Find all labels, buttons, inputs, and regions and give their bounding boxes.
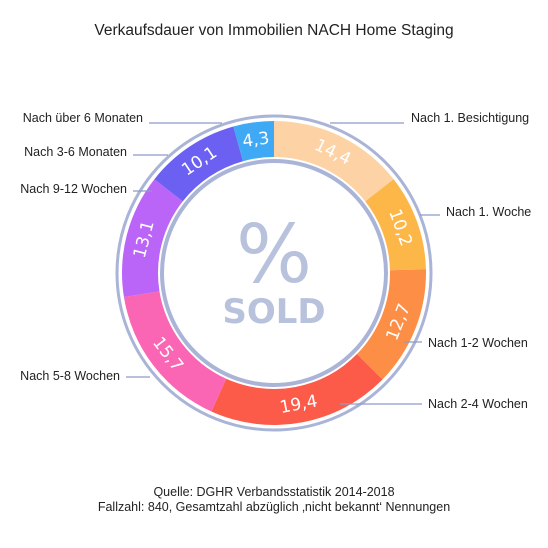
category-label: Nach 1. Woche <box>446 205 531 219</box>
slice-nach-ber-6-monaten <box>233 121 274 162</box>
category-label: Nach 1-2 Wochen <box>428 336 528 350</box>
slice-nach-3-6-monaten <box>154 126 244 202</box>
category-label: Nach über 6 Monaten <box>23 111 143 125</box>
slice-nach-2-4-wochen <box>211 354 383 426</box>
chart-title: Verkaufsdauer von Immobilien NACH Home S… <box>94 22 454 39</box>
center-percent-symbol: % <box>236 208 312 301</box>
category-label: Nach 1. Besichtigung <box>411 111 529 125</box>
slice-nach-9-12-wochen <box>121 179 183 298</box>
sample-size-line: Fallzahl: 840, Gesamtzahl abzüglich ‚nic… <box>97 500 451 514</box>
slice-nach-5-8-wochen <box>123 291 227 412</box>
category-label: Nach 5-8 Wochen <box>20 369 120 383</box>
slice-nach-1-woche <box>365 179 426 271</box>
outer-ring <box>115 114 433 432</box>
inner-ring <box>160 159 388 387</box>
center-sold-text: SOLD <box>222 292 325 332</box>
slice-nach-1-2-wochen <box>356 269 426 380</box>
category-label: Nach 2-4 Wochen <box>428 397 528 411</box>
source-line: Quelle: DGHR Verbandsstatistik 2014-2018 <box>153 485 395 499</box>
category-label: Nach 9-12 Wochen <box>20 182 127 196</box>
slice-nach-1-besichtigung <box>274 121 394 202</box>
category-label: Nach 3-6 Monaten <box>24 145 127 159</box>
value-label: 4,3 <box>241 128 270 151</box>
